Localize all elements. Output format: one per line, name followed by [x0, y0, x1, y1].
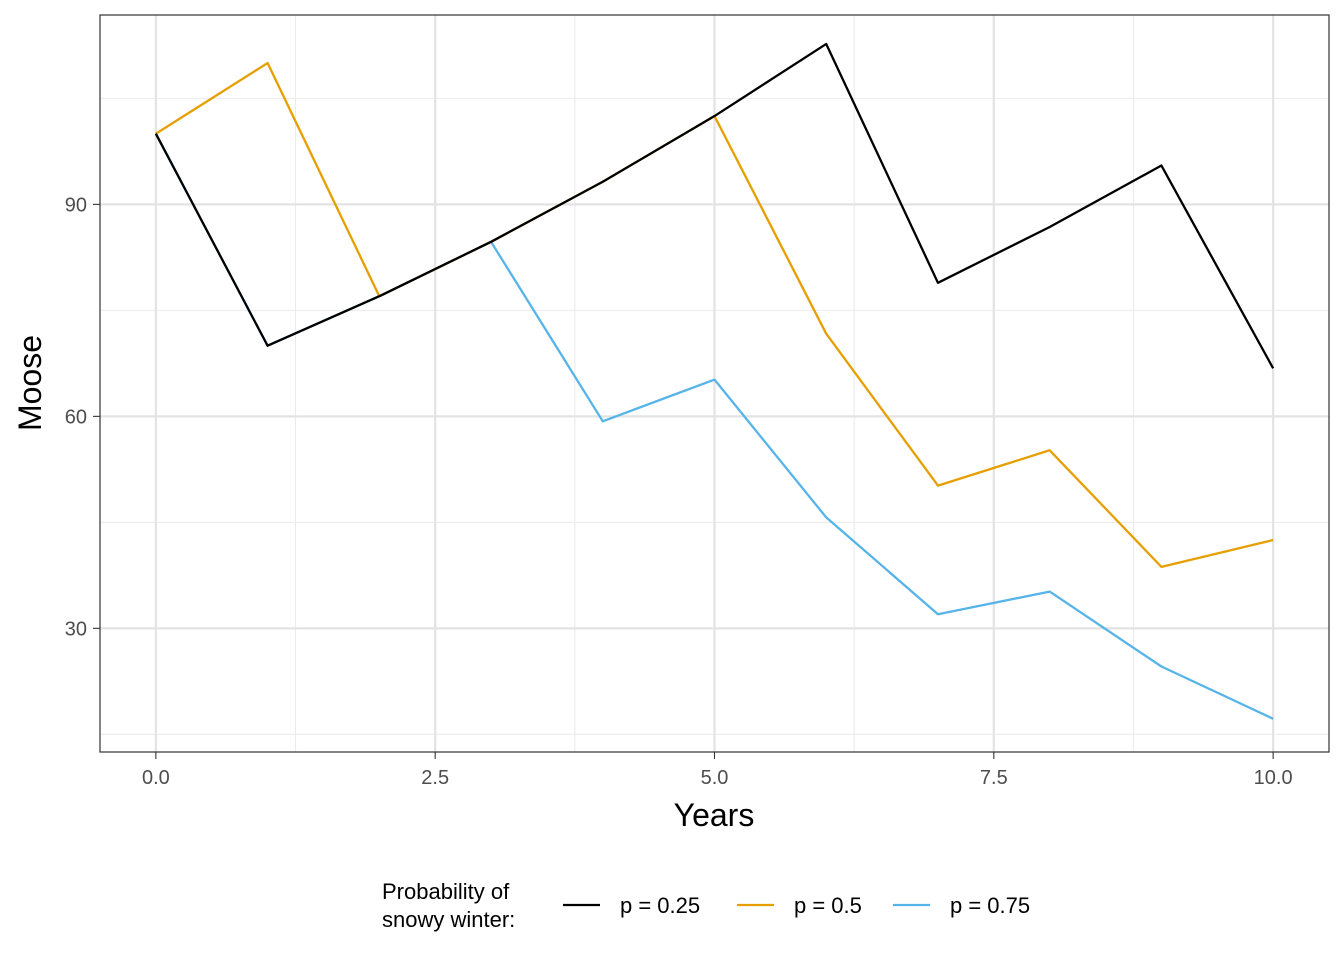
y-tick-label: 30 [65, 618, 87, 640]
legend-title-line-1: Probability of [382, 879, 510, 904]
x-tick-label: 0.0 [142, 767, 170, 789]
y-axis-ticks: 30 60 90 [65, 194, 100, 640]
x-axis-title: Years [674, 797, 755, 833]
major-gridlines [100, 15, 1329, 752]
y-tick-label: 60 [65, 406, 87, 428]
x-tick-label: 7.5 [980, 767, 1008, 789]
y-axis-title: Moose [12, 335, 48, 431]
legend: Probability of snowy winter: p = 0.25 p =… [382, 879, 1030, 932]
legend-items: p = 0.25 p = 0.5 p = 0.75 [563, 893, 1030, 918]
legend-label-2: p = 0.5 [794, 893, 862, 918]
legend-title-line-2: snowy winter: [382, 907, 515, 932]
series-line-1 [154, 42, 1275, 369]
legend-label-1: p = 0.25 [620, 893, 700, 918]
x-tick-label: 10.0 [1254, 767, 1293, 789]
y-tick-label: 90 [65, 194, 87, 216]
x-axis-ticks: 0.0 2.5 5.0 7.5 10.0 [142, 752, 1293, 789]
x-tick-label: 5.0 [701, 767, 729, 789]
series-lines [154, 42, 1275, 720]
legend-label-3: p = 0.75 [950, 893, 1030, 918]
x-tick-label: 2.5 [421, 767, 449, 789]
